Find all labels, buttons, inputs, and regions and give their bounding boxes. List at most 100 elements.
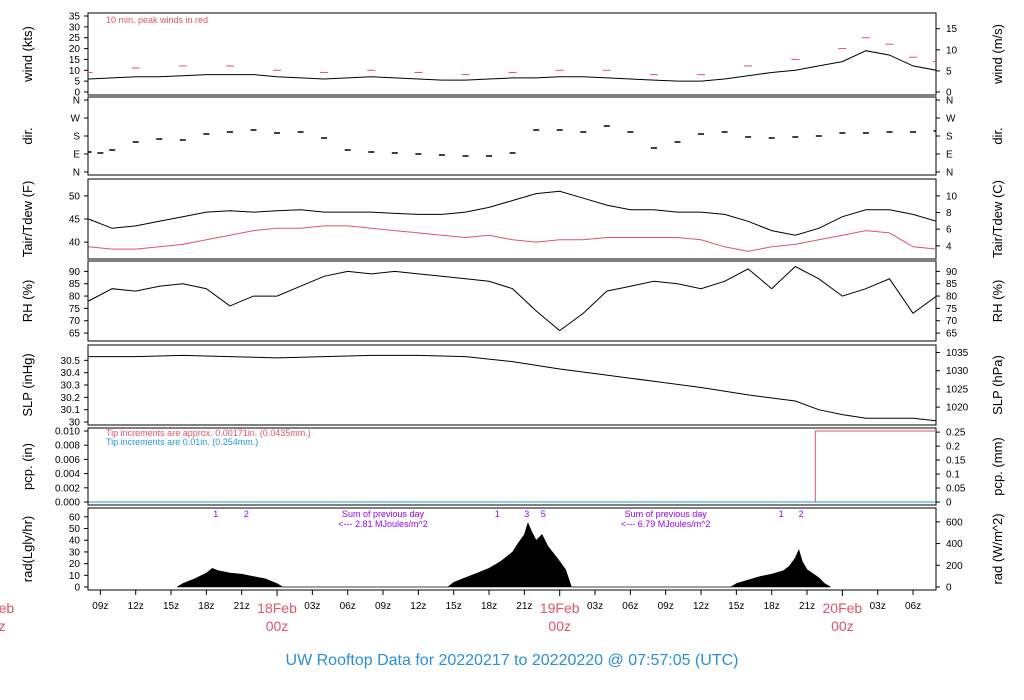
x-day-time: 00z <box>266 618 289 634</box>
chart-title: UW Rooftop Data for 20220217 to 20220220… <box>286 652 739 669</box>
y-tick-label-right: 600 <box>946 517 963 528</box>
series-Tdew <box>88 225 936 252</box>
y-tick-label-left: 60 <box>69 512 81 523</box>
x-tick-label: 03z <box>587 601 603 612</box>
y-tick-label-right: 0.05 <box>946 484 966 495</box>
x-day-time: 00z <box>831 618 854 634</box>
y-tick-label-right: 65 <box>946 329 958 340</box>
y-tick-label-left: W <box>71 114 81 125</box>
y-label-right: RH (%) <box>990 280 1005 323</box>
x-tick-label: 18z <box>764 601 780 612</box>
panel-frame <box>87 507 937 591</box>
x-tick-label: 06z <box>340 601 356 612</box>
y-tick-label-left: 0 <box>74 88 80 99</box>
y-tick-label-right: 0 <box>946 498 952 509</box>
y-tick-label-right: 1030 <box>946 366 969 377</box>
y-tick-label-left: 10 <box>69 571 81 582</box>
x-day-label: 18Feb <box>257 600 297 616</box>
panel-2: Tair/Tdew (F) Tair/Tdew (C) 40 45 50 4 6 8 10 <box>20 178 1005 260</box>
y-label-left: RH (%) <box>20 280 35 323</box>
y-label-right: wind (m/s) <box>990 24 1005 85</box>
tip-annotation-red: Tip increments are approx. 0.00171in. (0… <box>106 428 311 438</box>
y-tick-label-left: 85 <box>69 279 81 290</box>
y-tick-label-left: N <box>73 96 80 107</box>
y-tick-label-left: 0 <box>74 583 80 594</box>
y-label-left: Tair/Tdew (F) <box>20 181 35 258</box>
tip-annotation-blue: Tip increments are 0.01in. (0.254mm.) <box>106 437 258 447</box>
plot-area <box>88 265 936 332</box>
y-tick-label-right: 0.1 <box>946 470 960 481</box>
y-tick-label-left: 80 <box>69 292 81 303</box>
panel-6: rad(Lgly/hr) rad (W/m^2)01020304050600200… <box>20 507 1005 594</box>
y-tick-label-right: 10 <box>946 191 958 202</box>
radiation-marker: 2 <box>799 509 804 519</box>
y-tick-label-left: 15 <box>69 55 81 66</box>
y-label-left: SLP (inHg) <box>20 353 35 416</box>
y-tick-label-left: 40 <box>69 238 81 249</box>
y-tick-label-left: 10 <box>69 66 81 77</box>
y-tick-label-right: 8 <box>946 208 952 219</box>
y-tick-label-left: 40 <box>69 536 81 547</box>
radiation-marker: 1 <box>779 509 784 519</box>
y-label-left: wind (kts) <box>20 26 35 83</box>
radiation-marker: 1 <box>213 509 218 519</box>
y-label-right: SLP (hPa) <box>990 355 1005 415</box>
y-tick-label-right: 1020 <box>946 403 969 414</box>
series-RH <box>88 265 936 332</box>
y-tick-label-left: E <box>73 150 80 161</box>
x-day-label: 19Feb <box>540 600 580 616</box>
y-label-right: rad (W/m^2) <box>990 513 1005 584</box>
y-tick-label-right: 90 <box>946 267 958 278</box>
y-tick-label-right: 1035 <box>946 348 969 359</box>
y-label-right: Tair/Tdew (C) <box>990 180 1005 258</box>
y-tick-label-right: 0 <box>946 88 952 99</box>
radiation-annotation: Sum of previous day <box>625 509 708 519</box>
y-tick-label-right: 0 <box>946 583 952 594</box>
radiation-area <box>175 521 832 588</box>
y-tick-label-left: 50 <box>69 191 81 202</box>
y-tick-label-right: 400 <box>946 539 963 550</box>
x-tick-label: 15z <box>163 601 179 612</box>
panel-frame <box>87 260 937 342</box>
x-tick-label: 06z <box>905 601 921 612</box>
x-tick-label: 09z <box>375 601 391 612</box>
y-tick-label-left: 20 <box>69 44 81 55</box>
y-tick-label-left: 0.004 <box>55 469 80 480</box>
y-tick-label-left: 30.1 <box>61 405 81 416</box>
plot-area <box>88 125 936 157</box>
radiation-marker: 5 <box>541 509 546 519</box>
y-tick-label-left: N <box>73 168 80 179</box>
y-tick-label-right: 70 <box>946 316 958 327</box>
y-tick-label-right: 0.25 <box>946 428 966 439</box>
y-tick-label-right: N <box>946 168 953 179</box>
plot-area <box>88 190 936 252</box>
x-tick-label: 12z <box>693 601 709 612</box>
y-tick-label-left: 50 <box>69 524 81 535</box>
series-SLP <box>88 354 936 422</box>
y-tick-label-right: 15 <box>946 24 958 35</box>
y-tick-label-left: 65 <box>69 329 81 340</box>
panel-1: dir. dir.N NE ES SW WN N <box>20 96 1005 179</box>
y-label-left: rad(Lgly/hr) <box>20 516 35 582</box>
panel-frame <box>87 12 937 96</box>
x-tick-label: 21z <box>234 601 250 612</box>
y-tick-label-left: 45 <box>69 215 81 226</box>
y-tick-label-left: 5 <box>74 77 80 88</box>
y-tick-label-right: 5 <box>946 66 952 77</box>
y-tick-label-right: 10 <box>946 45 958 56</box>
panel-5: pcp. (in) pcp. (mm) 0.000 0.002 0.004 0.006 0.… <box>20 427 1005 509</box>
y-label-left: pcp. (in) <box>20 443 35 490</box>
x-tick-label: 15z <box>728 601 744 612</box>
plot-area <box>88 37 936 82</box>
y-tick-label-right: 1025 <box>946 384 969 395</box>
panel-annotation: 10 min. peak winds in red <box>106 15 208 25</box>
x-tick-label: 18z <box>198 601 214 612</box>
y-label-left: dir. <box>20 127 35 144</box>
plot-area <box>88 354 936 422</box>
x-day-label: 20Feb <box>823 600 863 616</box>
x-tick-label: 12z <box>410 601 426 612</box>
y-tick-label-right: 80 <box>946 292 958 303</box>
panel-frame <box>87 344 937 426</box>
panels: wind (kts) wind (m/s)05101520253035051015… <box>20 12 1005 594</box>
y-tick-label-left: 30.4 <box>61 368 81 379</box>
